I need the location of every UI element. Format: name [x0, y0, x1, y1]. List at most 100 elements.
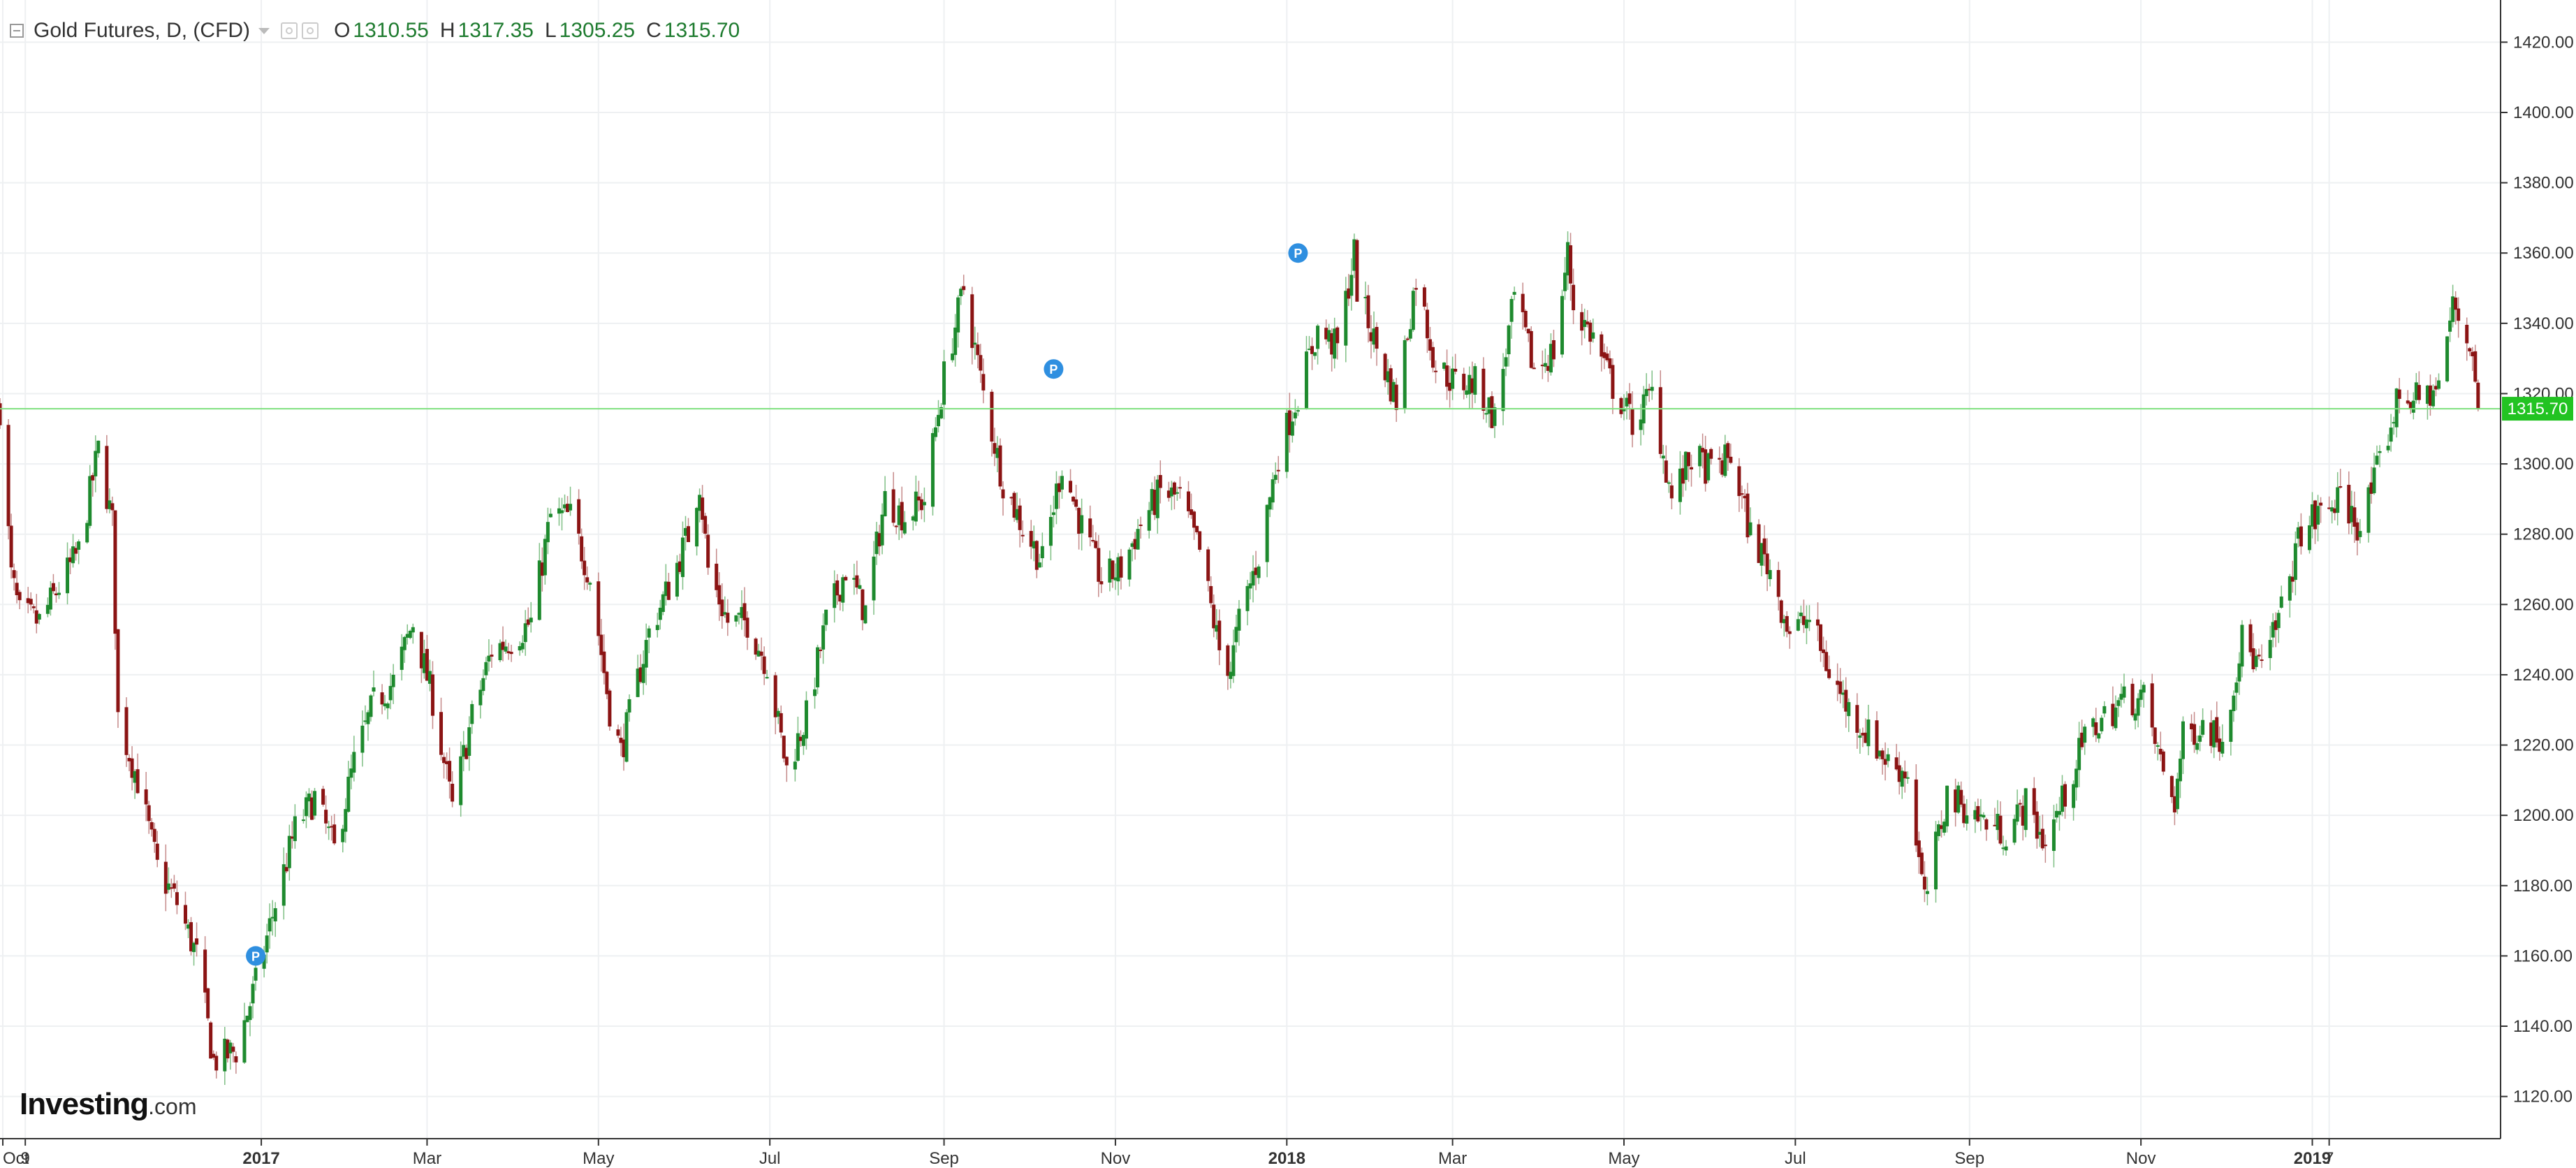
candle[interactable] [2240, 620, 2244, 678]
candle[interactable] [740, 590, 744, 630]
candle[interactable] [995, 436, 1000, 472]
candle[interactable] [1330, 328, 1334, 372]
candle[interactable] [1687, 452, 1691, 482]
candle[interactable] [563, 494, 567, 513]
candle[interactable] [1940, 810, 1944, 838]
candle[interactable] [1327, 323, 1331, 349]
candle[interactable] [2476, 379, 2480, 411]
candle[interactable] [2077, 722, 2081, 787]
candle[interactable] [2248, 619, 2253, 657]
candle[interactable] [698, 488, 702, 523]
candle[interactable] [1229, 662, 1233, 689]
candle[interactable] [1403, 335, 1407, 414]
candle[interactable] [1465, 385, 1469, 398]
candle[interactable] [1032, 525, 1036, 562]
candle[interactable] [2276, 610, 2281, 643]
candle[interactable] [2054, 803, 2058, 823]
candle[interactable] [1521, 282, 1525, 330]
candle[interactable] [1822, 636, 1826, 667]
candle[interactable] [706, 524, 710, 575]
candle[interactable] [2425, 384, 2429, 420]
candle[interactable] [68, 548, 73, 574]
candle[interactable] [51, 574, 55, 594]
candle[interactable] [1212, 594, 1216, 638]
candle[interactable] [1268, 496, 1272, 518]
candle[interactable] [48, 581, 52, 616]
candle[interactable] [523, 610, 527, 656]
candle[interactable] [1532, 363, 1536, 370]
candle[interactable] [2350, 490, 2354, 534]
candle[interactable] [324, 795, 328, 834]
candle[interactable] [470, 700, 474, 734]
candle[interactable] [1622, 394, 1626, 421]
candle[interactable] [1586, 309, 1590, 328]
candle[interactable] [1091, 525, 1095, 543]
candle[interactable] [281, 847, 286, 920]
candle[interactable] [2037, 815, 2042, 847]
candle[interactable] [2012, 815, 2017, 845]
candle[interactable] [1363, 282, 1368, 314]
candle[interactable] [341, 824, 345, 853]
candle[interactable] [1647, 384, 1651, 402]
candle[interactable] [1512, 286, 1516, 300]
candle[interactable] [2257, 648, 2261, 660]
candle[interactable] [1257, 564, 1261, 585]
candle[interactable] [265, 924, 269, 964]
candle[interactable] [1709, 447, 1713, 465]
candle[interactable] [1226, 643, 1230, 690]
candle[interactable] [1074, 484, 1078, 511]
candle[interactable] [1667, 480, 1671, 493]
candle[interactable] [1099, 567, 1104, 593]
candle[interactable] [2040, 815, 2044, 851]
candle[interactable] [855, 560, 859, 594]
candle[interactable] [1071, 495, 1076, 505]
candle[interactable] [1880, 747, 1885, 775]
candle[interactable] [526, 607, 530, 627]
candle[interactable] [1588, 319, 1593, 355]
candle[interactable] [1048, 504, 1053, 561]
candle[interactable] [1819, 624, 1823, 662]
candle[interactable] [451, 771, 455, 808]
candle[interactable] [1796, 611, 1800, 632]
candle[interactable] [1664, 445, 1668, 483]
event-marker[interactable]: P [1044, 359, 1064, 379]
candle[interactable] [616, 724, 620, 738]
candle[interactable] [1372, 311, 1376, 353]
candle[interactable] [1293, 399, 1297, 426]
candle[interactable] [1723, 435, 1727, 478]
candle[interactable] [900, 486, 904, 539]
candle[interactable] [1945, 785, 1949, 833]
candle[interactable] [1625, 391, 1629, 420]
candle[interactable] [1352, 233, 1356, 279]
candle[interactable] [1442, 362, 1447, 371]
candle[interactable] [720, 583, 724, 629]
candle[interactable] [2355, 518, 2359, 556]
candle[interactable] [481, 669, 485, 696]
candle[interactable] [1681, 455, 1685, 497]
candle[interactable] [1344, 277, 1348, 363]
candle[interactable] [2307, 516, 2311, 554]
candle[interactable] [916, 481, 921, 512]
candle[interactable] [2072, 780, 2076, 821]
event-marker[interactable]: P [1288, 243, 1308, 263]
candle[interactable] [2150, 673, 2154, 737]
candle[interactable] [383, 694, 387, 710]
candle[interactable] [2190, 714, 2194, 742]
candle[interactable] [2175, 773, 2179, 815]
candle[interactable] [400, 634, 404, 681]
candle[interactable] [2195, 736, 2200, 754]
candle[interactable] [1526, 328, 1530, 342]
candle[interactable] [1445, 349, 1449, 400]
candle[interactable] [1937, 820, 1941, 841]
visibility-icon[interactable] [281, 22, 298, 39]
candle[interactable] [487, 639, 491, 672]
candle[interactable] [1658, 370, 1662, 459]
candle[interactable] [1569, 233, 1573, 301]
candle[interactable] [1549, 333, 1553, 376]
candle[interactable] [841, 574, 845, 612]
candle[interactable] [1273, 462, 1278, 484]
candle[interactable] [268, 903, 272, 949]
candle[interactable] [537, 543, 541, 621]
candle[interactable] [380, 684, 384, 715]
candle[interactable] [169, 878, 173, 898]
